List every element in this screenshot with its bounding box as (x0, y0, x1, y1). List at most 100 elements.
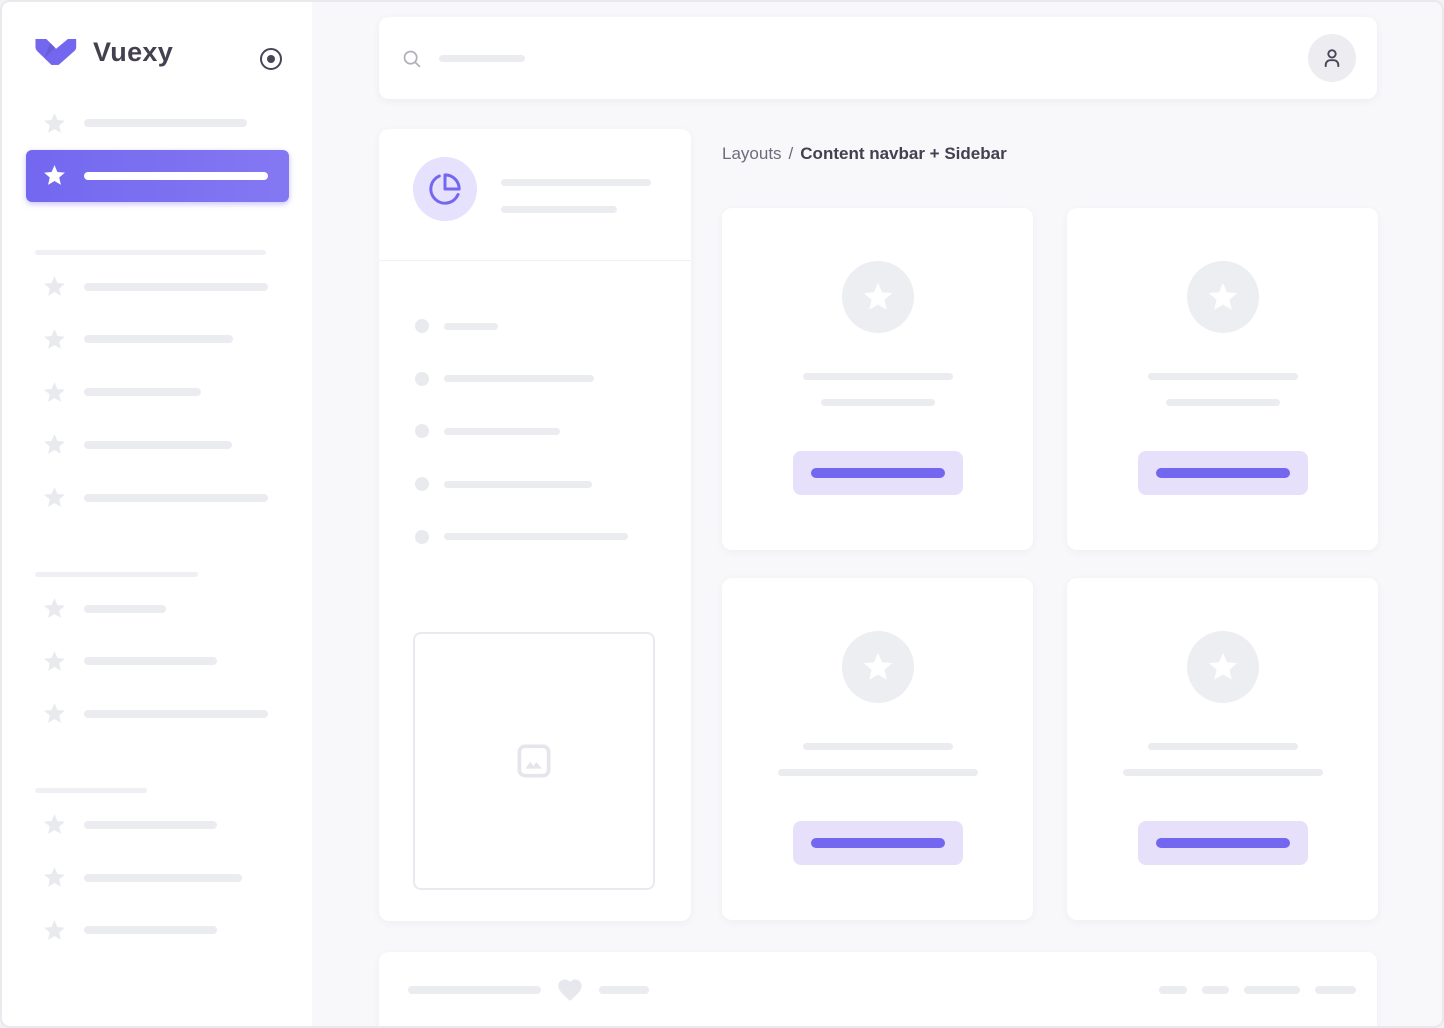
sidebar-item[interactable] (26, 97, 289, 149)
card-button[interactable] (792, 821, 963, 865)
card-text-bar (802, 743, 953, 750)
list-item-bar (444, 375, 594, 383)
demo-card (1067, 208, 1378, 550)
logo-text: Vuexy (93, 36, 174, 67)
profile-card-header (379, 129, 691, 261)
bullet-dot (415, 424, 429, 439)
footer-bar (599, 986, 649, 994)
search-icon (403, 50, 421, 67)
card-button[interactable] (792, 451, 963, 495)
card-text-bar (1147, 373, 1298, 380)
sidebar-item-label-bar (84, 335, 233, 344)
list-item (415, 371, 594, 386)
star-icon (44, 112, 65, 133)
list-item-bar (444, 480, 592, 488)
footer-bar (1315, 986, 1356, 994)
sidebar-section-divider (35, 788, 147, 794)
card-button[interactable] (1137, 451, 1308, 495)
card-text-bar (1165, 399, 1280, 406)
sidebar-item[interactable] (26, 688, 289, 740)
sidebar-item[interactable] (26, 583, 289, 635)
footer-bar (1159, 986, 1187, 994)
header-skeleton-bar (501, 206, 617, 213)
user-icon (1324, 49, 1340, 68)
sidebar-item-label-bar (84, 873, 242, 882)
heart-icon (558, 979, 582, 1001)
sidebar-item-label-bar (84, 926, 217, 935)
star-icon (44, 165, 65, 186)
header-skeleton-bar (501, 179, 651, 186)
navbar-search[interactable] (401, 48, 525, 69)
brand: Vuexy (35, 32, 173, 72)
sidebar-item-label-bar (84, 709, 268, 718)
star-icon (44, 434, 65, 455)
list-item-bar (444, 533, 628, 541)
card-button-label-bar (810, 838, 945, 848)
card-text-bar (1147, 743, 1298, 750)
star-icon (44, 650, 65, 671)
image-placeholder (413, 632, 655, 890)
card-button[interactable] (1137, 821, 1308, 865)
list-item-bar (444, 427, 560, 435)
footer-bar (1244, 986, 1300, 994)
card-button-label-bar (1155, 838, 1290, 848)
sidebar-item[interactable] (26, 313, 289, 365)
vuexy-logo-icon (35, 38, 77, 65)
star-icon (44, 919, 65, 940)
breadcrumb: Layouts / Content navbar + Sidebar (722, 144, 1007, 164)
sidebar-section-divider (35, 572, 198, 577)
sidebar-item-active[interactable] (26, 149, 289, 202)
card-button-label-bar (810, 468, 945, 478)
sidebar-item[interactable] (26, 635, 289, 687)
demo-card (1067, 578, 1378, 920)
sidebar-item-label-bar (84, 820, 217, 829)
sidebar-item[interactable] (26, 904, 289, 956)
search-placeholder-bar (439, 54, 525, 62)
bullet-dot (415, 319, 429, 333)
list-item (415, 424, 560, 439)
breadcrumb-link[interactable]: Layouts (722, 144, 782, 163)
star-icon (44, 598, 65, 618)
sidebar-item[interactable] (26, 852, 289, 904)
list-item-bar (444, 322, 498, 330)
sidebar-item-label-bar (84, 604, 166, 613)
sidebar-item[interactable] (26, 799, 289, 851)
sidebar-item-label-bar (84, 493, 268, 502)
list-item (415, 477, 592, 492)
demo-card (722, 208, 1033, 550)
demo-card (722, 578, 1033, 920)
star-badge (1186, 261, 1259, 333)
card-button-label-bar (1155, 468, 1290, 478)
star-icon (44, 703, 65, 724)
star-icon (44, 276, 65, 297)
pie-chart-icon (429, 173, 461, 205)
footer-bar (408, 986, 541, 994)
sidebar-item[interactable] (26, 366, 289, 418)
radio-pin-icon[interactable] (260, 48, 282, 70)
profile-card (379, 129, 691, 921)
star-icon (44, 814, 65, 835)
card-text-bar (1122, 769, 1323, 776)
sidebar-item-label-bar (84, 282, 268, 291)
user-avatar[interactable] (1308, 34, 1356, 82)
sidebar-item[interactable] (26, 261, 289, 313)
sidebar-item[interactable] (26, 419, 289, 471)
star-icon (863, 282, 892, 310)
image-icon (517, 744, 551, 778)
top-navbar (379, 17, 1377, 99)
star-icon (863, 652, 892, 680)
star-icon (1208, 282, 1237, 310)
sidebar-item-label-bar (84, 388, 201, 397)
star-icon (44, 328, 65, 349)
breadcrumb-separator: / (788, 144, 794, 163)
sidebar-item-label-bar (84, 171, 268, 180)
footer-bar (1202, 986, 1229, 994)
footer-left-group (408, 976, 649, 1004)
card-text-bar (820, 399, 935, 406)
card-text-bar (777, 769, 978, 776)
star-icon (1208, 652, 1237, 680)
sidebar-item[interactable] (26, 472, 289, 524)
sidebar: Vuexy (2, 2, 312, 1026)
sidebar-item-label-bar (84, 119, 247, 127)
